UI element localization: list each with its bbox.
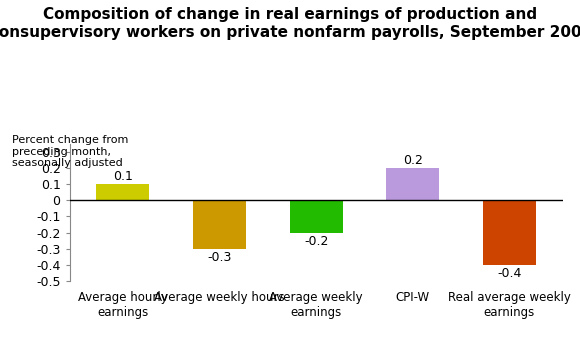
Text: -0.3: -0.3 [207, 251, 231, 264]
Bar [386, 168, 440, 200]
Text: Composition of change in real earnings of production and
nonsupervisory workers : Composition of change in real earnings o… [0, 7, 580, 40]
Text: 0.2: 0.2 [403, 153, 423, 167]
Bar [193, 200, 246, 249]
Bar [289, 200, 343, 233]
Text: Percent change from
preceding month,
seasonally adjusted: Percent change from preceding month, sea… [12, 135, 128, 168]
Text: -0.2: -0.2 [304, 235, 328, 248]
Bar [96, 184, 150, 200]
Text: 0.1: 0.1 [113, 170, 133, 183]
Bar [483, 200, 536, 265]
Text: -0.4: -0.4 [497, 267, 521, 280]
